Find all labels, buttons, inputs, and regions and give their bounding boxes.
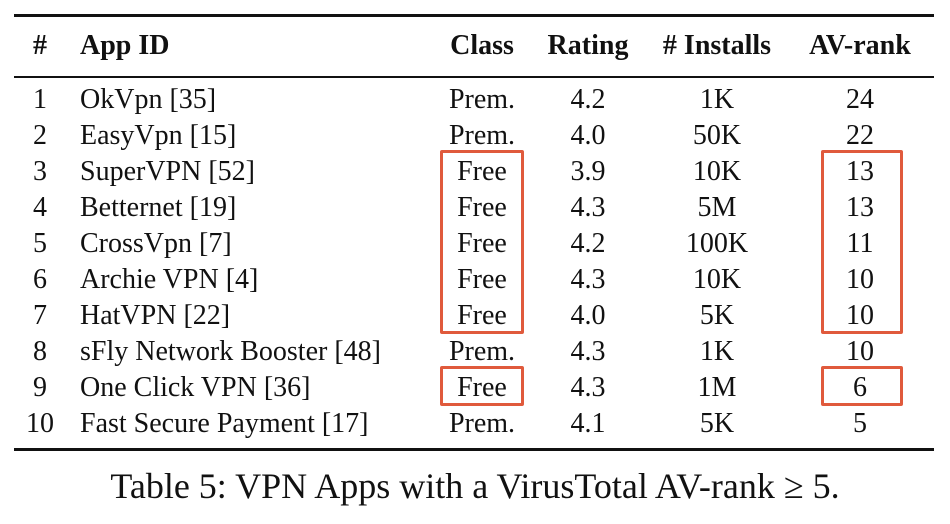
row-rating: 4.2 [570,84,606,115]
row-rating: 4.3 [570,264,606,295]
row-installs: 5M [697,192,737,223]
table-row: 3 SuperVPN [52] Free 3.9 10K 13 [0,154,950,190]
row-app-id: OkVpn [35] [80,84,217,115]
row-class: Free [457,372,507,403]
row-class: Prem. [448,336,516,367]
row-rating: 4.1 [570,408,606,439]
row-app-id: Fast Secure Payment [17] [80,408,369,439]
row-num: 1 [33,84,47,115]
row-num: 4 [33,192,47,223]
table-row: 5 CrossVpn [7] Free 4.2 100K 11 [0,226,950,262]
row-av-rank: 13 [846,156,874,187]
table-row: 4 Betternet [19] Free 4.3 5M 13 [0,190,950,226]
av-rank-highlight-box [821,150,903,334]
row-class: Free [457,264,507,295]
row-num: 6 [33,264,47,295]
row-rating: 3.9 [570,156,606,187]
row-installs: 100K [685,228,749,259]
row-class: Free [457,192,507,223]
header-app-id: App ID [80,30,170,61]
row-class: Prem. [448,84,516,115]
row-rating: 4.0 [570,300,606,331]
row-class: Free [457,156,507,187]
row-app-id: SuperVPN [52] [80,156,255,187]
row-rating: 4.3 [570,336,606,367]
row-av-rank: 13 [846,192,874,223]
row-app-id: sFly Network Booster [48] [80,336,381,367]
row-installs: 10K [692,156,742,187]
row-num: 7 [33,300,47,331]
header-av-rank: AV-rank [809,30,911,61]
row-installs: 5K [699,408,735,439]
table-row: 2 EasyVpn [15] Prem. 4.0 50K 22 [0,118,950,154]
row-installs: 10K [692,264,742,295]
table-row: 6 Archie VPN [4] Free 4.3 10K 10 [0,262,950,298]
row-class: Prem. [448,408,516,439]
row-av-rank: 10 [846,336,874,367]
row-av-rank: 11 [846,228,874,259]
row-rating: 4.3 [570,372,606,403]
av-rank-highlight-box-row9 [821,366,903,406]
row-app-id: Archie VPN [4] [80,264,259,295]
table-row: 9 One Click VPN [36] Free 4.3 1M 6 [0,370,950,406]
row-num: 9 [33,372,47,403]
free-class-highlight-box-row9 [440,366,524,406]
row-av-rank: 10 [846,264,874,295]
header-class: Class [450,30,514,61]
row-av-rank: 10 [846,300,874,331]
row-app-id: EasyVpn [15] [80,120,237,151]
row-installs: 1K [699,84,735,115]
row-installs: 5K [699,300,735,331]
row-num: 8 [33,336,47,367]
header-rating: Rating [547,30,629,61]
row-class: Prem. [448,120,516,151]
table-bottom-rule [14,448,934,451]
table-caption: Table 5: VPN Apps with a VirusTotal AV-r… [110,466,840,506]
row-av-rank: 6 [853,372,867,403]
row-app-id: CrossVpn [7] [80,228,232,259]
row-installs: 50K [692,120,742,151]
table-row: 7 HatVPN [22] Free 4.0 5K 10 [0,298,950,334]
free-class-highlight-box [440,150,524,334]
row-av-rank: 24 [846,84,874,115]
row-rating: 4.2 [570,228,606,259]
table-row: 1 OkVpn [35] Prem. 4.2 1K 24 [0,82,950,118]
row-app-id: HatVPN [22] [80,300,231,331]
row-app-id: Betternet [19] [80,192,237,223]
row-rating: 4.3 [570,192,606,223]
row-av-rank: 22 [846,120,874,151]
table-top-rule [14,14,934,17]
row-rating: 4.0 [570,120,606,151]
row-num: 2 [33,120,47,151]
table-row: 10 Fast Secure Payment [17] Prem. 4.1 5K… [0,406,950,442]
row-num: 3 [33,156,47,187]
table-header-rule [14,76,934,78]
row-installs: 1K [699,336,735,367]
header-num: # [33,30,47,61]
row-num: 10 [26,408,54,439]
row-av-rank: 5 [853,408,867,439]
row-installs: 1M [697,372,737,403]
table-row: 8 sFly Network Booster [48] Prem. 4.3 1K… [0,334,950,370]
row-num: 5 [33,228,47,259]
row-class: Free [457,228,507,259]
row-class: Free [457,300,507,331]
row-app-id: One Click VPN [36] [80,372,311,403]
header-installs: # Installs [662,30,772,61]
